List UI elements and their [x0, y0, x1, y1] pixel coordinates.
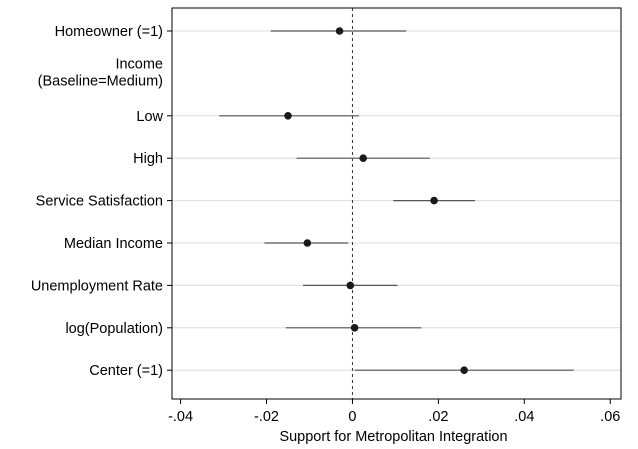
y-tick-label-service-satisfaction: Service Satisfaction — [36, 194, 163, 210]
x-axis: -.04 -.02 0 .02 .04 .06 — [168, 399, 620, 425]
point-high — [359, 154, 368, 162]
x-tick-label-2: 0 — [348, 409, 356, 425]
point-unemployment-rate — [346, 281, 355, 290]
plot-frame — [171, 7, 622, 400]
point-homeowner-1 — [335, 27, 344, 35]
point-estimates — [284, 27, 468, 375]
point-center-1 — [460, 366, 468, 375]
x-tick-label-3: .02 — [428, 409, 448, 425]
y-tick-labels: Homeowner (=1) Income(Baseline=Medium) Low… — [31, 24, 172, 379]
y-tick-label-homeowner-1: Homeowner (=1) — [55, 24, 163, 40]
y-tick-label-unemployment-rate: Unemployment Rate — [31, 278, 163, 294]
point-median-income — [303, 239, 312, 247]
point-service-satisfaction — [430, 196, 438, 205]
point-low — [284, 112, 292, 120]
x-tick-label-1: -.02 — [254, 409, 279, 425]
x-axis-label: Support for Metropolitan Integration — [279, 429, 507, 445]
y-tick-label-high: High — [133, 151, 163, 167]
y-tick-label-log-population: log(Population) — [65, 321, 163, 337]
y-tick-label-median-income: Median Income — [64, 236, 163, 252]
y-tick-label-low: Low — [136, 109, 163, 125]
x-tick-label-4: .04 — [514, 409, 534, 425]
y-tick-label-center-1: Center (=1) — [89, 363, 163, 379]
x-tick-label-0: -.04 — [168, 409, 193, 425]
point-log-population — [350, 324, 359, 332]
x-tick-label-5: .06 — [600, 409, 620, 425]
y-tick-label-income-baseline-medium-line-2: (Baseline=Medium) — [38, 73, 163, 89]
y-tick-label-income-baseline-medium-line-1: Income — [115, 56, 163, 72]
